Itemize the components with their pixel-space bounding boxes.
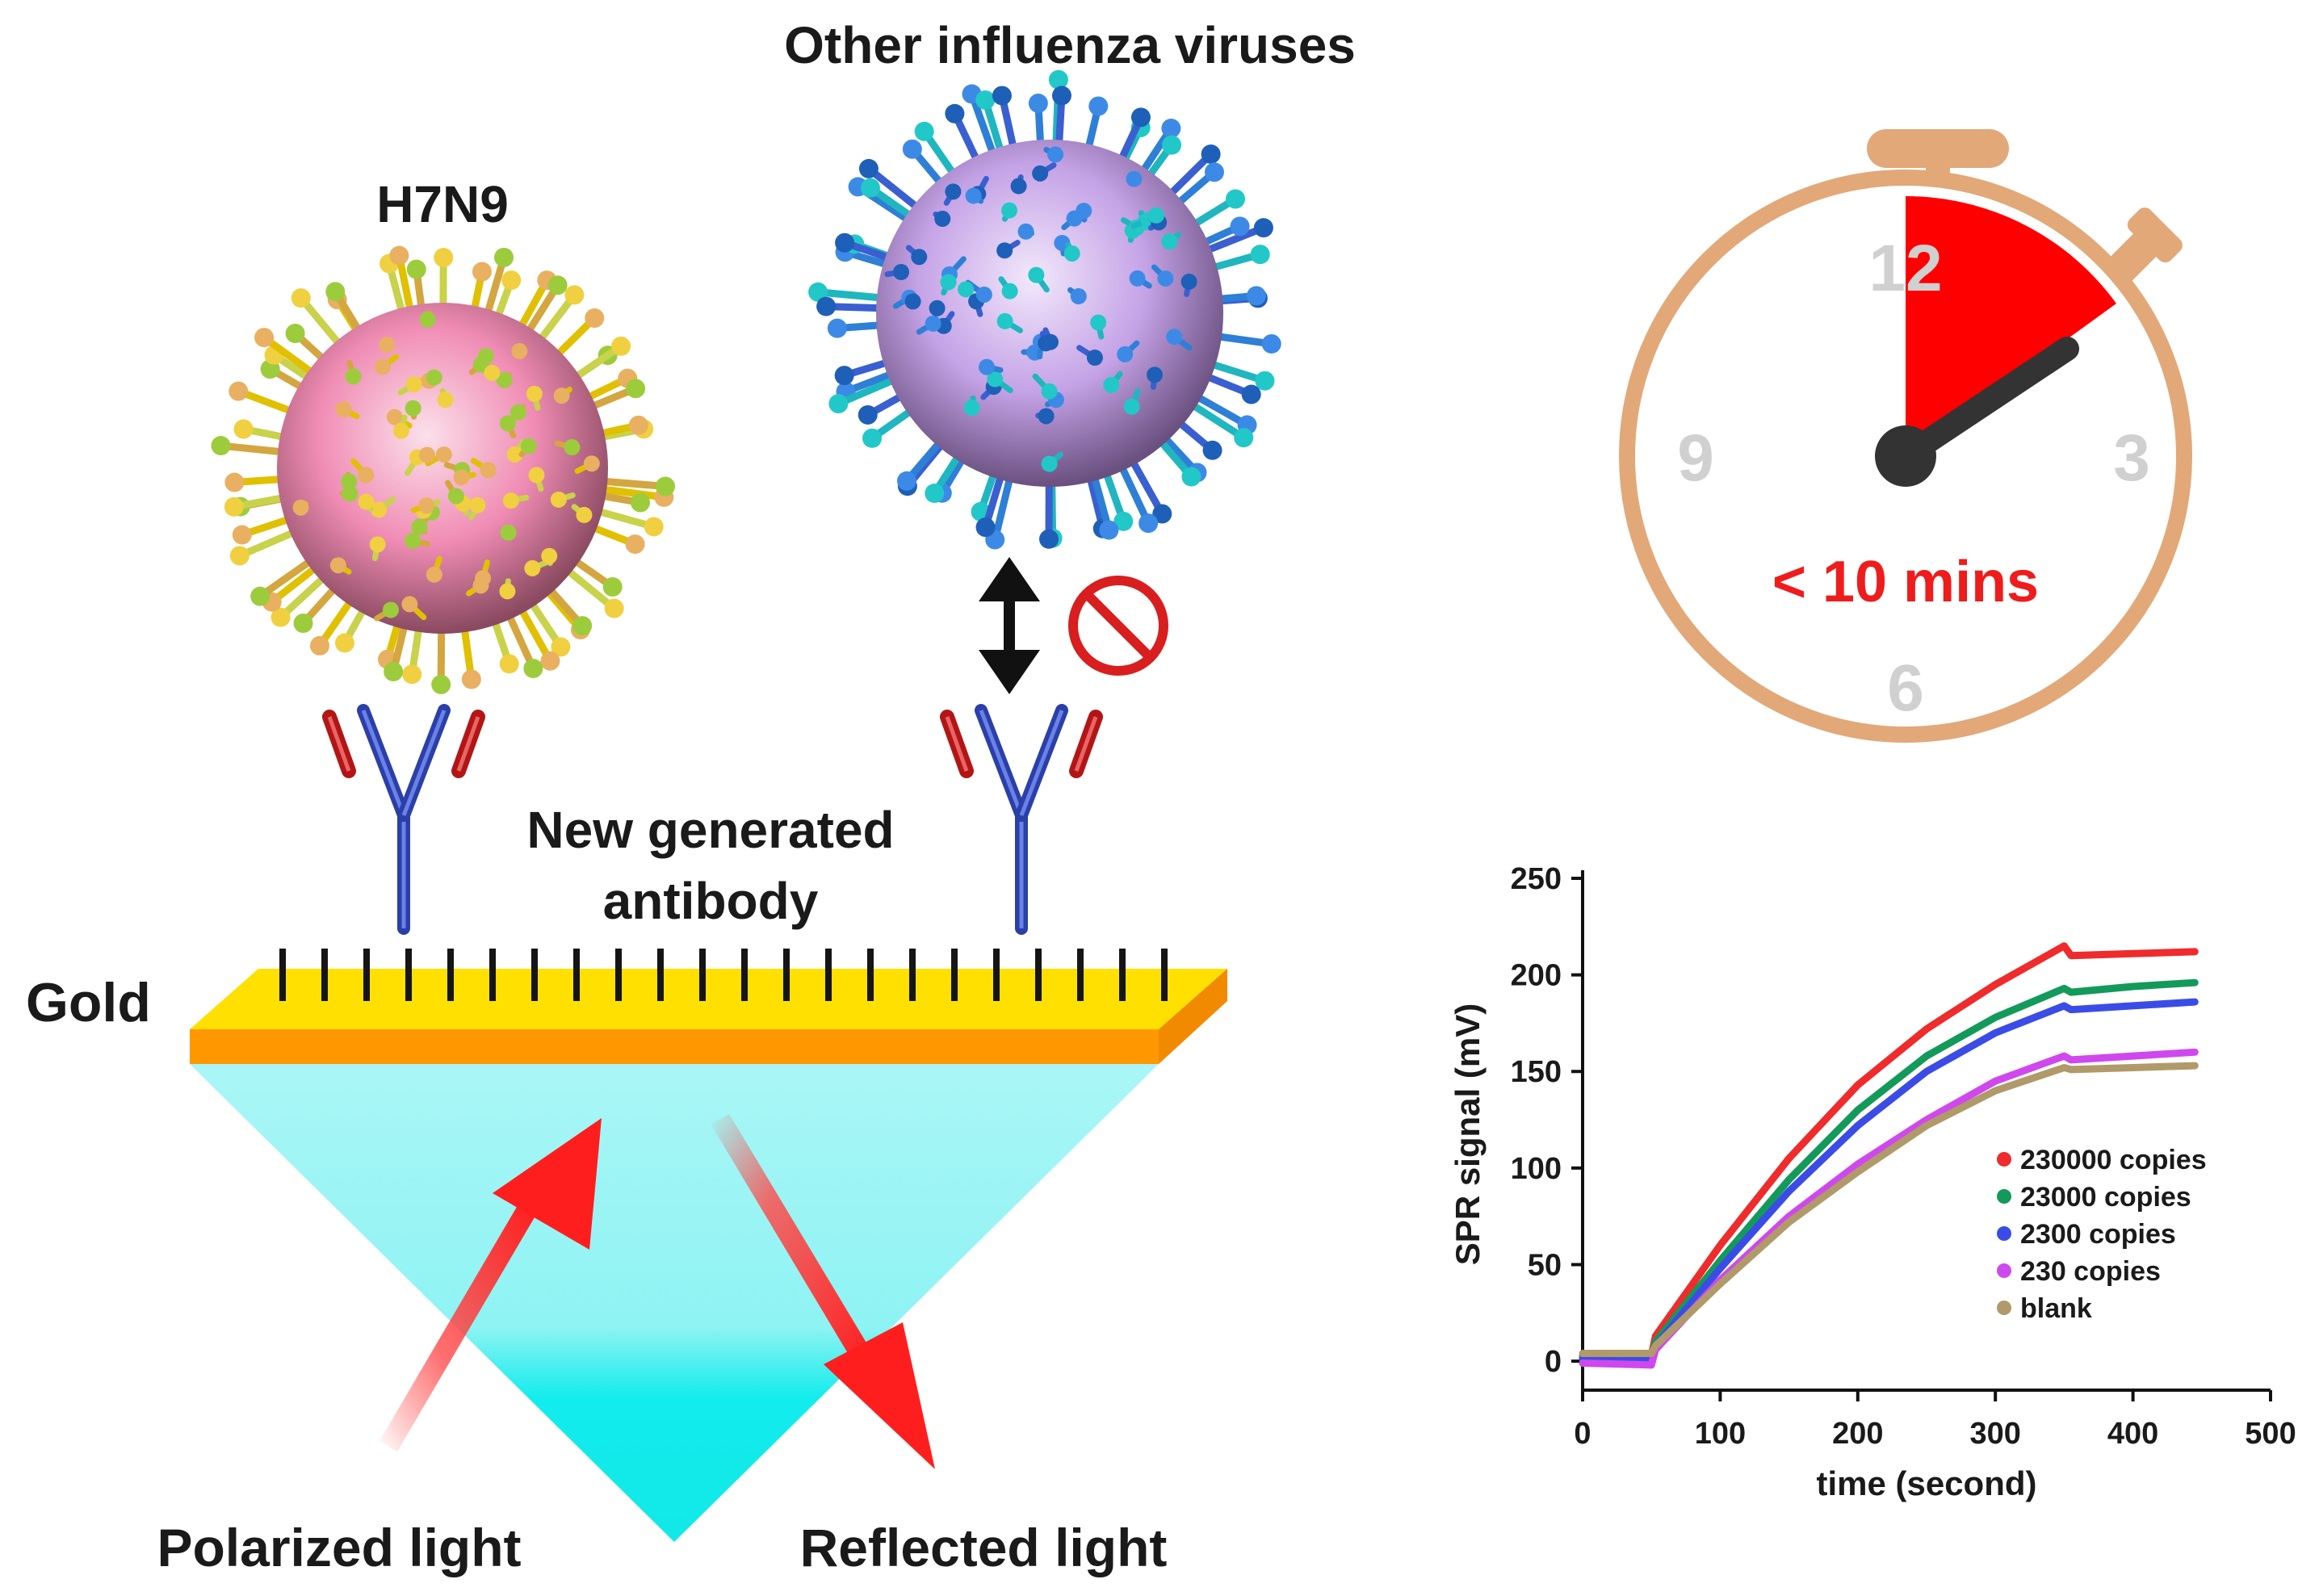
x-tick-label: 300 — [1969, 1417, 2020, 1451]
legend-marker-3 — [1997, 1263, 2011, 1278]
y-tick-label: 250 — [1511, 862, 1562, 896]
dial-3: 3 — [2113, 421, 2150, 495]
y-tick-label: 100 — [1511, 1152, 1562, 1186]
antibody-label-line1: New generated — [526, 801, 894, 859]
influenza-virus-icon — [808, 69, 1281, 550]
dial-9: 9 — [1677, 421, 1714, 495]
double-arrow-icon — [979, 557, 1040, 694]
x-tick-label: 200 — [1832, 1417, 1883, 1451]
legend-label-3: 230 copies — [2020, 1256, 2161, 1287]
reflected-light-arrow — [711, 1114, 935, 1469]
stopwatch-icon: 12 3 9 6 < 10 mins — [1619, 129, 2192, 743]
polarized-light-label: Polarized light — [157, 1518, 521, 1577]
spr-chart: 0 100 200 300 400 500 0 50 100 150 200 250 time (sec… — [1449, 862, 2296, 1502]
legend-label-1: 23000 copies — [2020, 1182, 2191, 1213]
y-axis-label: SPR signal (mV) — [1449, 1003, 1487, 1265]
linker-molecules — [279, 949, 1168, 1001]
reflected-light-label: Reflected light — [800, 1518, 1168, 1577]
x-tick-label: 500 — [2245, 1417, 2296, 1451]
x-tick-label: 0 — [1574, 1417, 1591, 1451]
y-tick-label: 150 — [1511, 1055, 1562, 1089]
legend-marker-4 — [1997, 1301, 2011, 1315]
gold-label: Gold — [26, 972, 151, 1033]
other-viruses-label: Other influenza viruses — [784, 16, 1356, 74]
dial-6: 6 — [1887, 651, 1924, 725]
h7n9-label: H7N9 — [376, 175, 509, 233]
antibody-left — [329, 710, 478, 928]
no-binding-icon — [1068, 576, 1168, 676]
legend-label-4: blank — [2020, 1293, 2092, 1324]
x-tick-label: 100 — [1695, 1417, 1746, 1451]
x-tick-label: 400 — [2107, 1417, 2158, 1451]
prism — [190, 1064, 1159, 1542]
polarized-light-arrow — [380, 1118, 602, 1451]
y-tick-label: 0 — [1545, 1345, 1562, 1379]
antibody-right — [947, 710, 1096, 928]
y-tick-label: 50 — [1528, 1248, 1562, 1282]
x-axis-label: time (second) — [1816, 1464, 2036, 1502]
antibody-label-line2: antibody — [603, 872, 819, 930]
legend-label-0: 230000 copies — [2020, 1145, 2207, 1175]
gold-slab — [190, 969, 1227, 1064]
stopwatch-hand — [1893, 337, 2079, 468]
legend-marker-2 — [1997, 1226, 2011, 1241]
elapsed-wedge — [1906, 195, 2116, 456]
y-tick-label: 200 — [1511, 959, 1562, 993]
legend-marker-0 — [1997, 1152, 2011, 1167]
h7n9-virus-icon — [211, 245, 676, 694]
legend-label-2: 2300 copies — [2020, 1219, 2176, 1250]
series-line-4 — [1579, 1062, 2199, 1358]
timer-text: < 10 mins — [1772, 550, 2039, 614]
legend-marker-1 — [1997, 1189, 2011, 1204]
dial-12: 12 — [1868, 232, 1942, 305]
